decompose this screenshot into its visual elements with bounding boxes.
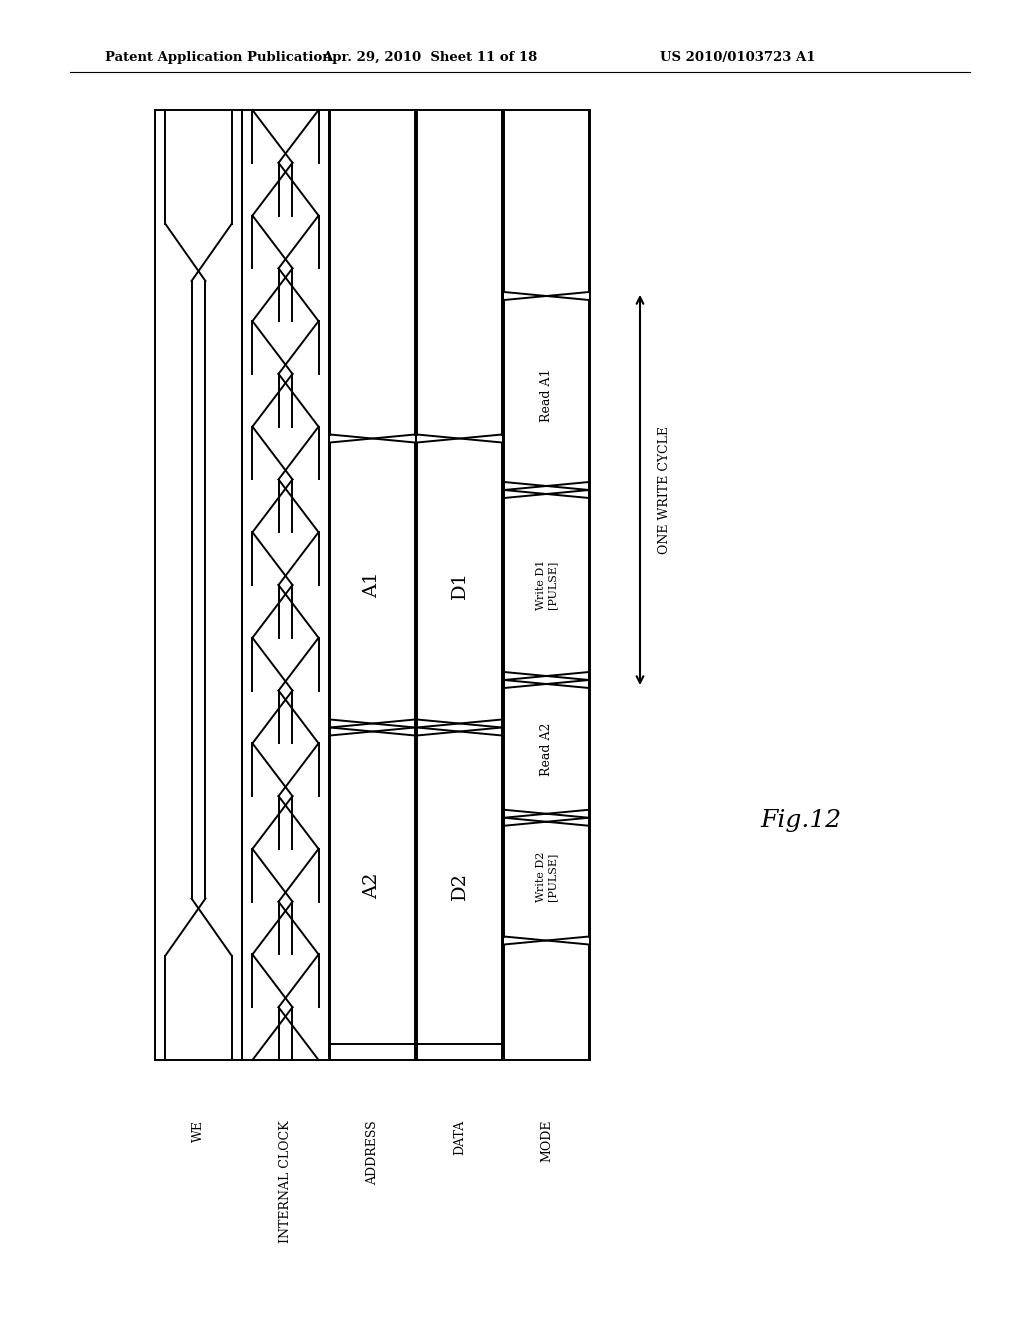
Text: INTERNAL CLOCK: INTERNAL CLOCK bbox=[279, 1119, 292, 1242]
Text: MODE: MODE bbox=[540, 1119, 553, 1163]
Text: D2: D2 bbox=[451, 871, 469, 900]
Text: A2: A2 bbox=[364, 873, 382, 899]
Text: Read A1: Read A1 bbox=[540, 368, 553, 422]
Text: ONE WRITE CYCLE: ONE WRITE CYCLE bbox=[658, 426, 671, 554]
Text: A1: A1 bbox=[364, 572, 382, 598]
Text: Patent Application Publication: Patent Application Publication bbox=[105, 51, 332, 65]
Text: Read A2: Read A2 bbox=[540, 722, 553, 776]
Text: Apr. 29, 2010  Sheet 11 of 18: Apr. 29, 2010 Sheet 11 of 18 bbox=[323, 51, 538, 65]
Text: WE: WE bbox=[193, 1119, 205, 1142]
Text: Write D1
[PULSE]: Write D1 [PULSE] bbox=[536, 560, 557, 610]
Text: Fig.12: Fig.12 bbox=[760, 808, 841, 832]
Text: ADDRESS: ADDRESS bbox=[366, 1119, 379, 1184]
Text: US 2010/0103723 A1: US 2010/0103723 A1 bbox=[660, 51, 815, 65]
Text: DATA: DATA bbox=[453, 1119, 466, 1155]
Text: D1: D1 bbox=[451, 572, 469, 599]
Text: Write D2
[PULSE]: Write D2 [PULSE] bbox=[536, 851, 557, 903]
